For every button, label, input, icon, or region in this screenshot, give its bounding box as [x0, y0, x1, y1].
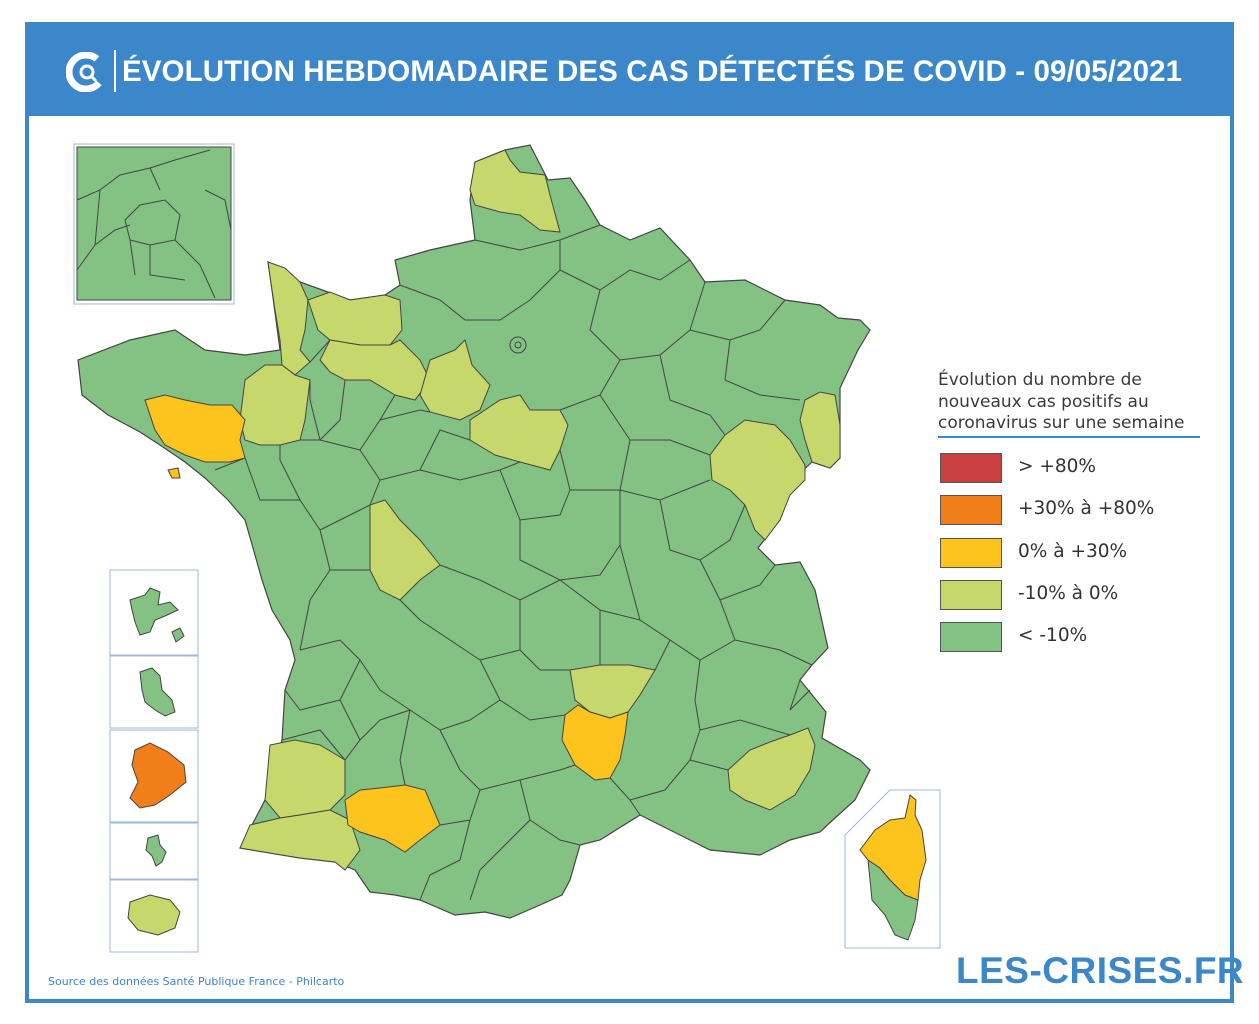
region-la-reunion: [127, 894, 181, 936]
region-haute-loire: [561, 704, 629, 781]
legend-label: < -10%: [1018, 625, 1088, 646]
brand-wordmark: LES-CRISES.FR: [956, 950, 1245, 991]
metropolitan-france: [77, 144, 871, 919]
region-guadeloupe: [129, 587, 185, 643]
region-alpes-de-haute-provence: [727, 727, 816, 811]
legend-label: +30% à +80%: [1018, 498, 1155, 519]
region-doubs-jura: [709, 419, 806, 541]
region-metropolitan-france: [77, 144, 871, 919]
region-morbihan: [144, 394, 246, 479]
page-title: ÉVOLUTION HEBDOMADAIRE DES CAS DÉTECTÉS …: [122, 55, 1183, 88]
paris-inset: [73, 143, 235, 305]
region-paris-inset: [76, 146, 232, 301]
legend-label: -10% à 0%: [1018, 583, 1119, 604]
legend-label: 0% à +30%: [1018, 541, 1128, 562]
les-crises-logo-icon: [66, 52, 106, 92]
overseas-insets: [109, 569, 199, 953]
region-mayotte: [145, 834, 167, 867]
department-borders: [214, 224, 813, 901]
region-gers: [344, 784, 441, 853]
legend-swatch: [940, 453, 1002, 483]
region-val-d-oise-region: [419, 339, 491, 421]
region-marne-aube: [469, 394, 569, 471]
region-martinique: [139, 667, 176, 717]
legend-swatch: [940, 495, 1002, 525]
region-cher: [369, 499, 441, 601]
legend-divider: [938, 436, 1200, 438]
legend-swatch: [940, 622, 1002, 652]
region-landes: [264, 739, 346, 819]
header-bar: [25, 22, 1234, 116]
region-loire: [569, 664, 656, 719]
region-orne-eure: [319, 339, 431, 401]
legend-swatch: [940, 538, 1002, 568]
region-ille-et-vilaine: [239, 364, 311, 446]
source-note: Source des données Santé Publique France…: [48, 975, 345, 988]
region-calvados: [307, 291, 403, 346]
legend-title: Évolution du nombre de nouveaux cas posi…: [938, 370, 1185, 433]
corsica-inset: [844, 789, 941, 949]
region-pyrenees-atlantiques: [239, 809, 361, 871]
region-guyane: [129, 742, 187, 809]
logo-divider: [114, 50, 116, 92]
region-haut-rhin: [799, 391, 841, 469]
legend-swatch: [940, 580, 1002, 610]
region-corsica-north: [859, 794, 927, 901]
legend-label: > +80%: [1018, 456, 1097, 477]
region-nord: [469, 149, 561, 233]
